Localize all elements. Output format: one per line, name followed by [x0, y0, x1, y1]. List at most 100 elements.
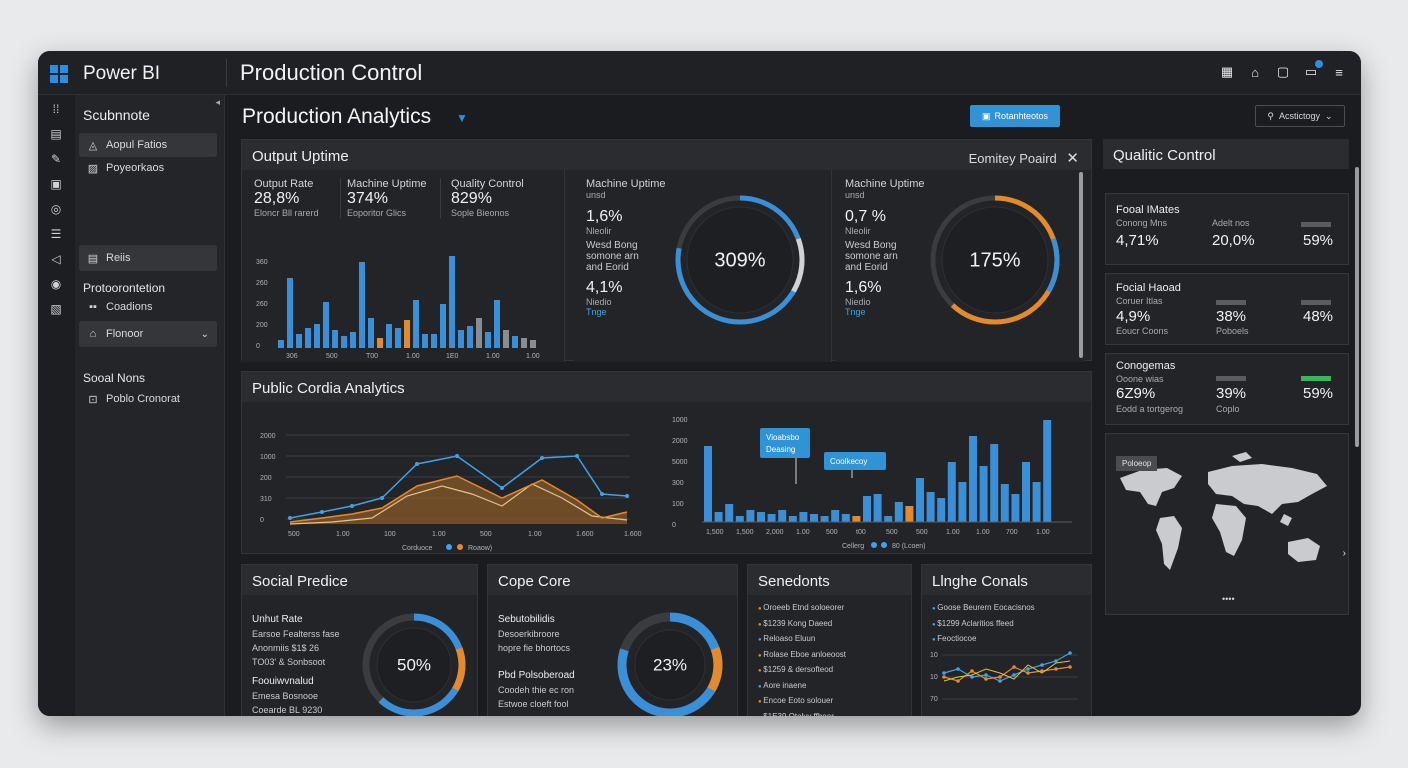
cope-line: Sebutobilidis — [498, 614, 555, 625]
series-point — [1040, 669, 1044, 673]
legend-marker — [881, 542, 887, 548]
window-icon[interactable]: ▢ — [1276, 64, 1290, 79]
sidebar: Scubnnote ◂ ◬ Aopul Fatios ▨ Poyeorkaos ▤ R… — [75, 95, 225, 716]
legend-label: Cellerg — [842, 543, 864, 550]
y-tick-label: 2000 — [672, 438, 688, 445]
panel-header-right-label: Eomitey Poaird — [968, 151, 1057, 166]
panel-header: Public Cordia Analytics — [242, 372, 1091, 402]
output-bar — [431, 334, 437, 348]
sidebar-item-poyeorkaos[interactable]: ▨ Poyeorkaos — [79, 156, 217, 180]
list-item: ● $1299 Aclaritios ffeed — [932, 617, 1087, 633]
chevron-down-icon: ⌄ — [1325, 110, 1333, 121]
bar — [990, 444, 999, 522]
sidebar-dropdown[interactable]: ⌂ Flonoor ⌄ — [79, 321, 217, 347]
gauge-arc-secondary — [930, 195, 1060, 325]
bar — [757, 512, 765, 522]
gauge-unit: unsd — [845, 190, 865, 200]
main-scrollbar[interactable] — [1355, 167, 1359, 447]
chevron-down-icon[interactable]: ▼ — [456, 111, 468, 125]
gauge-link[interactable]: Tnge — [845, 307, 866, 317]
kpi-sub: Eoporitor Glics — [347, 208, 407, 218]
output-bar — [341, 336, 347, 348]
series-point — [956, 679, 960, 683]
output-bar — [449, 256, 455, 348]
sidebar-item-conditions[interactable]: ▪▪ Coadions — [79, 295, 217, 319]
sidebar-item-reports[interactable]: ▤ Reiis — [79, 245, 217, 271]
tools-icon[interactable]: ✎ — [50, 152, 62, 166]
series-point — [942, 675, 946, 679]
bar — [1000, 484, 1009, 522]
settings-icon[interactable]: ◉ — [50, 277, 62, 291]
scrollbar[interactable] — [1079, 172, 1083, 358]
y-tick-label: 200 — [260, 475, 272, 482]
bar — [704, 446, 712, 522]
bar — [852, 516, 861, 522]
bar — [799, 512, 808, 522]
bar — [1022, 462, 1030, 522]
series-point — [956, 667, 960, 671]
kpi-value: 374% — [347, 190, 388, 207]
list-item: ● Encoe Eoto solouer — [758, 694, 908, 710]
gauge-note: and Eorid — [586, 262, 629, 273]
output-bar — [458, 330, 464, 348]
sidebar-item-label: Poyeorkaos — [106, 162, 165, 174]
menu-icon[interactable]: ≡ — [1335, 64, 1343, 80]
primary-button[interactable]: ▣ Rotanhteotos — [970, 105, 1060, 127]
filter-dropdown[interactable]: ⚲ Acstictogy ⌄ — [1255, 105, 1345, 127]
close-icon[interactable]: ✕ — [1066, 150, 1079, 167]
inbox-icon[interactable]: ▤ — [50, 127, 62, 141]
grid-small-icon: ▪▪ — [89, 301, 97, 313]
list-item-text: Reloaso Eluun — [763, 634, 816, 643]
x-tick-label: 500 — [326, 353, 338, 360]
apps-icon[interactable]: ⁞⁞ — [52, 102, 60, 116]
series-point — [380, 496, 384, 500]
world-map-icon — [1120, 452, 1327, 570]
x-tick-label: 1.00 — [336, 531, 350, 538]
x-tick-label: t00 — [856, 529, 866, 536]
output-bar — [440, 304, 446, 348]
bar — [746, 510, 755, 522]
gauge1-text: Machine Uptime unsd 1,6% Nleolir Wesd Bo… — [586, 178, 676, 317]
sidebar-item-label: Poblo Cronorat — [106, 393, 180, 405]
x-tick-label: 1.00 — [796, 529, 810, 536]
series-line-orange — [943, 666, 1071, 682]
kpi-machine-uptime: Machine Uptime 374% Eoporitor Glics — [340, 178, 426, 218]
report-icon[interactable]: ▧ — [50, 302, 62, 316]
llnghe-line-chart: 10 10 70 — [930, 651, 1078, 703]
panel-header-right: Eomitey Poaird ✕ — [969, 149, 1079, 167]
x-tick-label: 1,500 — [706, 529, 724, 536]
chart-icon: ▨ — [87, 162, 99, 175]
qc-value: 48% — [1303, 308, 1334, 325]
calendar-icon[interactable]: ▣ — [50, 177, 62, 191]
sidebar-item-label: Aopul Fatios — [106, 139, 168, 151]
y-tick-label: 300 — [672, 480, 684, 487]
x-tick-label: 306 — [286, 353, 298, 360]
output-bar — [530, 340, 536, 348]
home-icon[interactable]: ⌂ — [1251, 64, 1259, 80]
series-point — [970, 669, 974, 673]
list-item-text: $1259 & dersofteod — [763, 665, 834, 674]
target-icon[interactable]: ◎ — [50, 202, 62, 216]
collapse-icon[interactable]: ◂ — [215, 97, 220, 107]
y-tick-label: 310 — [260, 496, 272, 503]
back-icon[interactable]: ◁ — [51, 252, 61, 266]
grid-icon[interactable]: ▦ — [1220, 64, 1234, 79]
gauge-note: Wesd Bong — [586, 240, 638, 251]
page-title: Production Analytics — [242, 105, 432, 128]
main-content: Production Analytics ▼ ▣ Rotanhteotos ⚲ Ac… — [226, 95, 1361, 716]
windows-logo-icon — [50, 65, 68, 83]
y-tick-label: 0 — [256, 343, 260, 350]
document-icon[interactable]: ☰ — [50, 227, 62, 241]
bar — [958, 482, 967, 522]
chevron-right-icon[interactable]: › — [1342, 548, 1346, 559]
notification-icon[interactable]: ▭ — [1303, 60, 1323, 80]
qc-bar — [1301, 222, 1331, 227]
social-predice-panel: Social Predice Unhut Rate Earsoe Fealter… — [241, 564, 478, 716]
qc-card-sub: Coplo — [1216, 404, 1240, 414]
panel-header: Output Uptime Eomitey Poaird ✕ — [242, 140, 1091, 170]
qc-bar-green — [1301, 376, 1331, 381]
sidebar-item-aopul-fatios[interactable]: ◬ Aopul Fatios — [79, 133, 217, 157]
gauge-link[interactable]: Tnge — [586, 307, 607, 317]
sidebar-item-public[interactable]: ⊡ Poblo Cronorat — [79, 387, 217, 411]
bar — [810, 514, 818, 522]
